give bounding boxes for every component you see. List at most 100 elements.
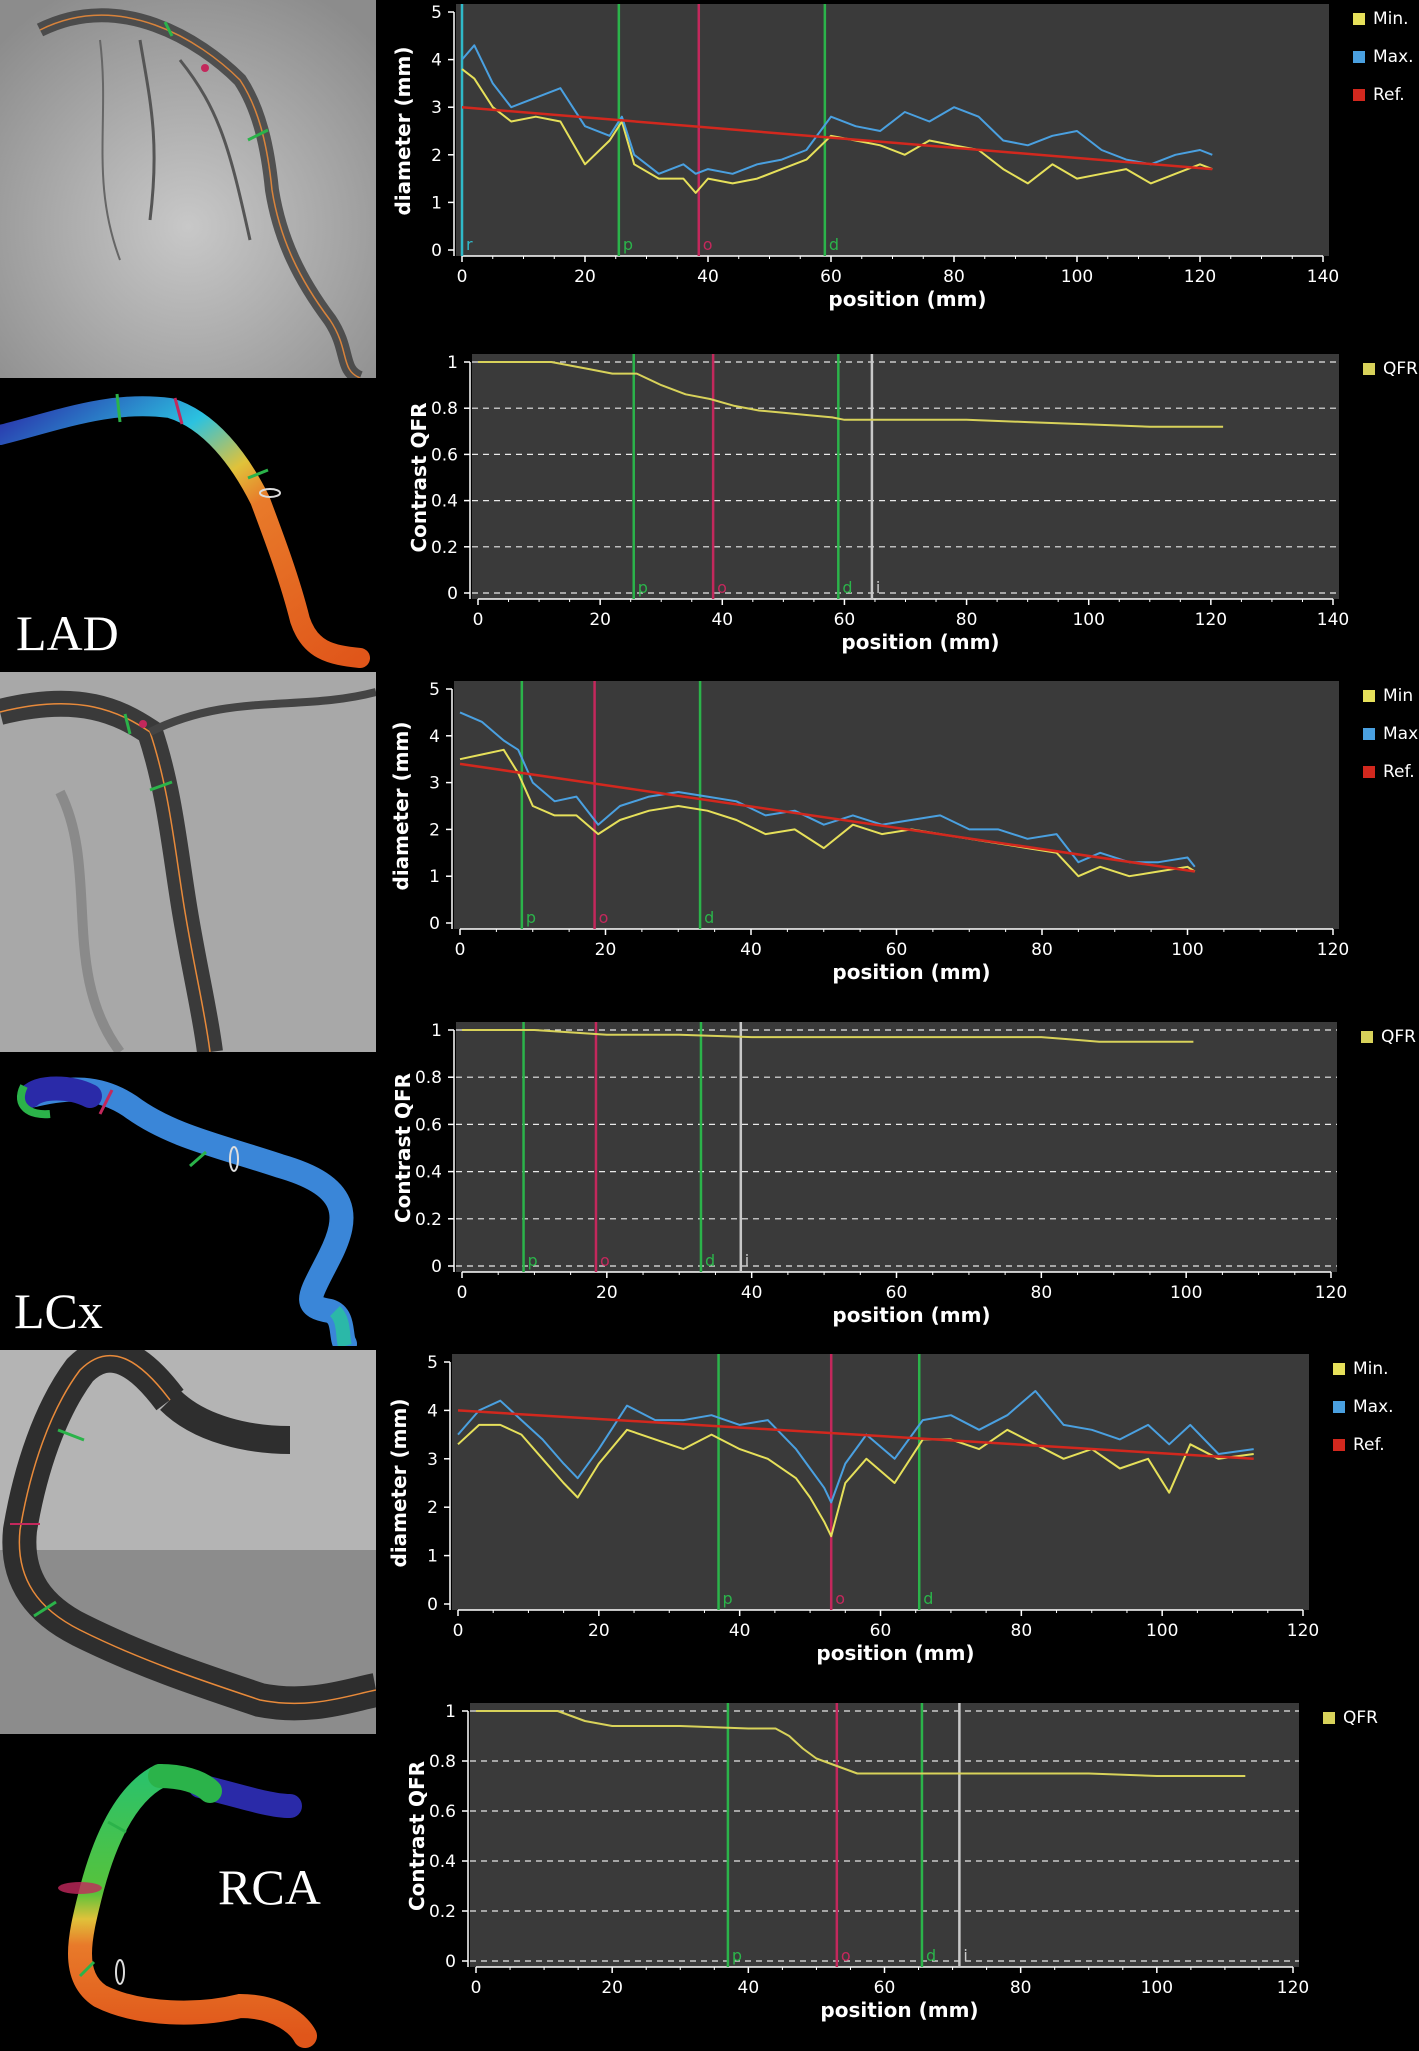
x-tick-label: 0	[473, 610, 484, 630]
legend-label: Max	[1383, 724, 1418, 744]
y-tick-label: 0	[431, 241, 442, 261]
lad-angiogram	[0, 0, 376, 378]
y-tick-label: 0.6	[415, 1115, 442, 1135]
marker-label-d: d	[829, 235, 839, 254]
marker-label-d: d	[923, 1589, 933, 1608]
x-tick-label: 100	[1061, 267, 1093, 287]
x-tick-label: 80	[1010, 1978, 1032, 1998]
y-tick-label: 3	[429, 774, 440, 794]
chart-svg: 0 20 40 60 80 100 120 0 1 2 3 4 5 position (mm) diamet…	[387, 1353, 1394, 1665]
lad-diameter-chart: 0 20 40 60 80 100 120 140 0 1 2 3 4 5 position (mm) dia…	[378, 0, 1419, 335]
x-tick-label: 120	[1195, 610, 1227, 630]
x-tick-label: 0	[453, 1621, 464, 1641]
y-tick-label: 0	[429, 914, 440, 934]
y-tick-label: 2	[431, 146, 442, 166]
y-tick-label: 0.6	[429, 1802, 456, 1822]
y-tick-label: 0.8	[415, 1068, 442, 1088]
y-tick-label: 0	[447, 584, 458, 604]
x-tick-label: 120	[1315, 1283, 1347, 1303]
legend-label: QFR	[1383, 359, 1418, 379]
x-tick-label: 40	[740, 940, 762, 960]
x-tick-label: 60	[874, 1978, 896, 1998]
marker-label-p: p	[528, 1251, 538, 1270]
rca-qfr-chart: 0 20 40 60 80 100 120 0 0.2 0.4 0.6 0.8 1 position (m…	[378, 1693, 1419, 2051]
legend-label: Ref.	[1383, 762, 1415, 782]
y-tick-label: 0.8	[429, 1752, 456, 1772]
x-tick-label: 20	[574, 267, 596, 287]
y-tick-label: 0.6	[431, 445, 458, 465]
marker-label-i: i	[963, 1946, 967, 1965]
x-tick-label: 120	[1277, 1978, 1309, 1998]
chart-svg: 0 20 40 60 80 100 120 140 0 1 2 3 4 5 position (mm) dia…	[391, 3, 1414, 311]
x-tick-label: 120	[1317, 940, 1349, 960]
marker-label-d: d	[704, 908, 714, 927]
marker-label-o: o	[841, 1946, 851, 1965]
y-tick-label: 1	[445, 1702, 456, 1722]
y-axis-label: diameter (mm)	[389, 722, 413, 891]
legend-swatch	[1353, 89, 1365, 101]
y-tick-label: 0.8	[431, 399, 458, 419]
marker-label-o: o	[717, 578, 727, 597]
x-tick-label: 100	[1146, 1621, 1178, 1641]
plot-area	[472, 354, 1339, 599]
x-axis-label: position (mm)	[816, 1641, 974, 1665]
y-tick-label: 0.2	[429, 1902, 456, 1922]
y-tick-label: 4	[431, 51, 442, 71]
chart-svg: 0 20 40 60 80 100 120 140 0 0.2 0.4 0.6 0.8 1 position…	[407, 353, 1418, 654]
chart-svg: 0 20 40 60 80 100 120 0 1 2 3 4 5 position (mm) diamet…	[389, 680, 1418, 984]
y-axis-label: diameter (mm)	[387, 1399, 411, 1568]
x-tick-label: 40	[738, 1978, 760, 1998]
x-tick-label: 80	[943, 267, 965, 287]
x-axis-label: position (mm)	[828, 287, 986, 311]
series-line-ref	[457, 1409, 1254, 1461]
x-tick-label: 20	[595, 940, 617, 960]
x-tick-label: 40	[711, 610, 733, 630]
x-tick-label: 0	[457, 267, 468, 287]
y-tick-label: 0	[445, 1952, 456, 1972]
x-tick-label: 0	[457, 1283, 468, 1303]
series-line-ref	[461, 105, 1213, 171]
series-line-qfr	[476, 1710, 1246, 1777]
marker-label-d: d	[842, 578, 852, 597]
marker-label-d: d	[926, 1946, 936, 1965]
y-tick-label: 2	[429, 820, 440, 840]
y-tick-label: 4	[429, 727, 440, 747]
x-tick-label: 120	[1184, 267, 1216, 287]
x-tick-label: 60	[870, 1621, 892, 1641]
legend-swatch	[1353, 13, 1365, 25]
legend-swatch	[1323, 1712, 1335, 1724]
series-line-max	[457, 1390, 1254, 1504]
legend-label: QFR	[1381, 1027, 1416, 1047]
x-tick-label: 100	[1171, 940, 1203, 960]
x-tick-label: 40	[741, 1283, 763, 1303]
x-tick-label: 40	[729, 1621, 751, 1641]
lad-3d-model: LAD	[0, 380, 376, 668]
x-tick-label: 60	[886, 1283, 908, 1303]
legend-swatch	[1333, 1439, 1345, 1451]
legend-label: Ref.	[1373, 85, 1405, 105]
marker-label-p: p	[623, 235, 633, 254]
rca-angiogram	[0, 1350, 376, 1734]
marker-label-i: i	[745, 1251, 749, 1270]
x-axis-label: position (mm)	[841, 630, 999, 654]
y-tick-label: 0.4	[429, 1852, 456, 1872]
marker-label-o: o	[835, 1589, 845, 1608]
y-tick-label: 1	[447, 353, 458, 373]
y-tick-label: 0	[431, 1257, 442, 1277]
marker-label-o: o	[600, 1251, 610, 1270]
x-tick-label: 80	[1031, 940, 1053, 960]
marker-label-p: p	[526, 908, 536, 927]
x-tick-label: 0	[455, 940, 466, 960]
y-tick-label: 1	[429, 867, 440, 887]
x-tick-label: 100	[1072, 610, 1104, 630]
legend-label: Min.	[1373, 9, 1409, 29]
plot-area	[470, 1703, 1299, 1967]
y-axis-label: Contrast QFR	[391, 1073, 415, 1223]
y-axis-label: Contrast QFR	[407, 402, 431, 552]
lad-qfr-chart: 0 20 40 60 80 100 120 140 0 0.2 0.4 0.6 0.8 1 position…	[378, 340, 1419, 675]
chart-svg: 0 20 40 60 80 100 120 0 0.2 0.4 0.6 0.8 1 position (m…	[391, 1021, 1416, 1327]
y-tick-label: 3	[431, 98, 442, 118]
x-tick-label: 80	[1011, 1621, 1033, 1641]
legend-label: Max.	[1373, 47, 1414, 67]
plot-area	[456, 1022, 1337, 1272]
